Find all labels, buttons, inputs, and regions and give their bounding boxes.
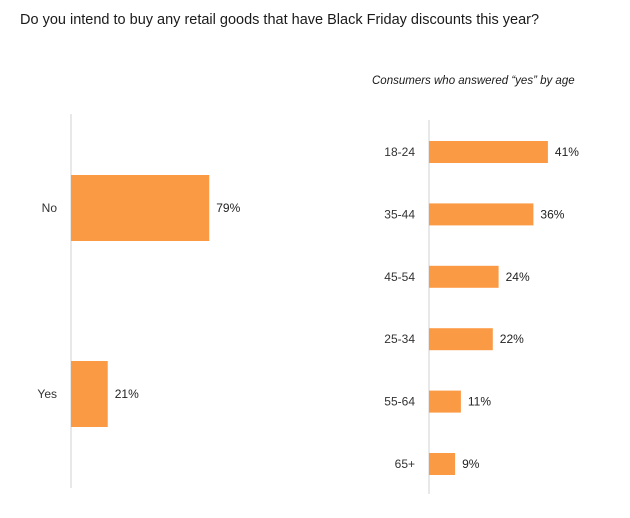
right-value-label: 9% [462,457,480,471]
right-category-label: 55-64 [384,395,415,409]
right-bar-25-34 [429,328,493,351]
left-bar-chart: No 79% Yes 21% [37,114,241,488]
left-category-label: Yes [37,387,57,401]
right-category-label: 35-44 [384,207,415,221]
left-value-label: 21% [115,387,139,401]
right-bar-35-44 [429,203,534,226]
right-category-label: 45-54 [384,270,415,284]
right-bar-55-64 [429,390,461,413]
right-value-label: 11% [468,395,491,409]
left-value-label: 79% [216,201,240,215]
right-bar-chart: 18-24 41% 35-44 36% 45-54 24% 25-34 22% 55-64 11%… [384,120,579,494]
left-category-label: No [42,201,58,215]
right-value-label: 36% [540,207,564,221]
left-bar-No [71,175,210,241]
chart-title: Do you intend to buy any retail goods th… [20,12,540,28]
right-category-label: 65+ [395,457,415,471]
right-value-label: 24% [506,270,530,284]
right-bar-65+ [429,453,456,475]
right-value-label: 22% [500,332,524,346]
right-category-label: 18-24 [384,145,415,159]
left-bar-Yes [71,361,108,427]
right-chart-subtitle: Consumers who answered “yes” by age [372,75,575,87]
right-value-label: 41% [555,145,579,159]
right-bar-18-24 [429,141,548,163]
right-bar-45-54 [429,265,499,288]
right-category-label: 25-34 [384,332,415,346]
